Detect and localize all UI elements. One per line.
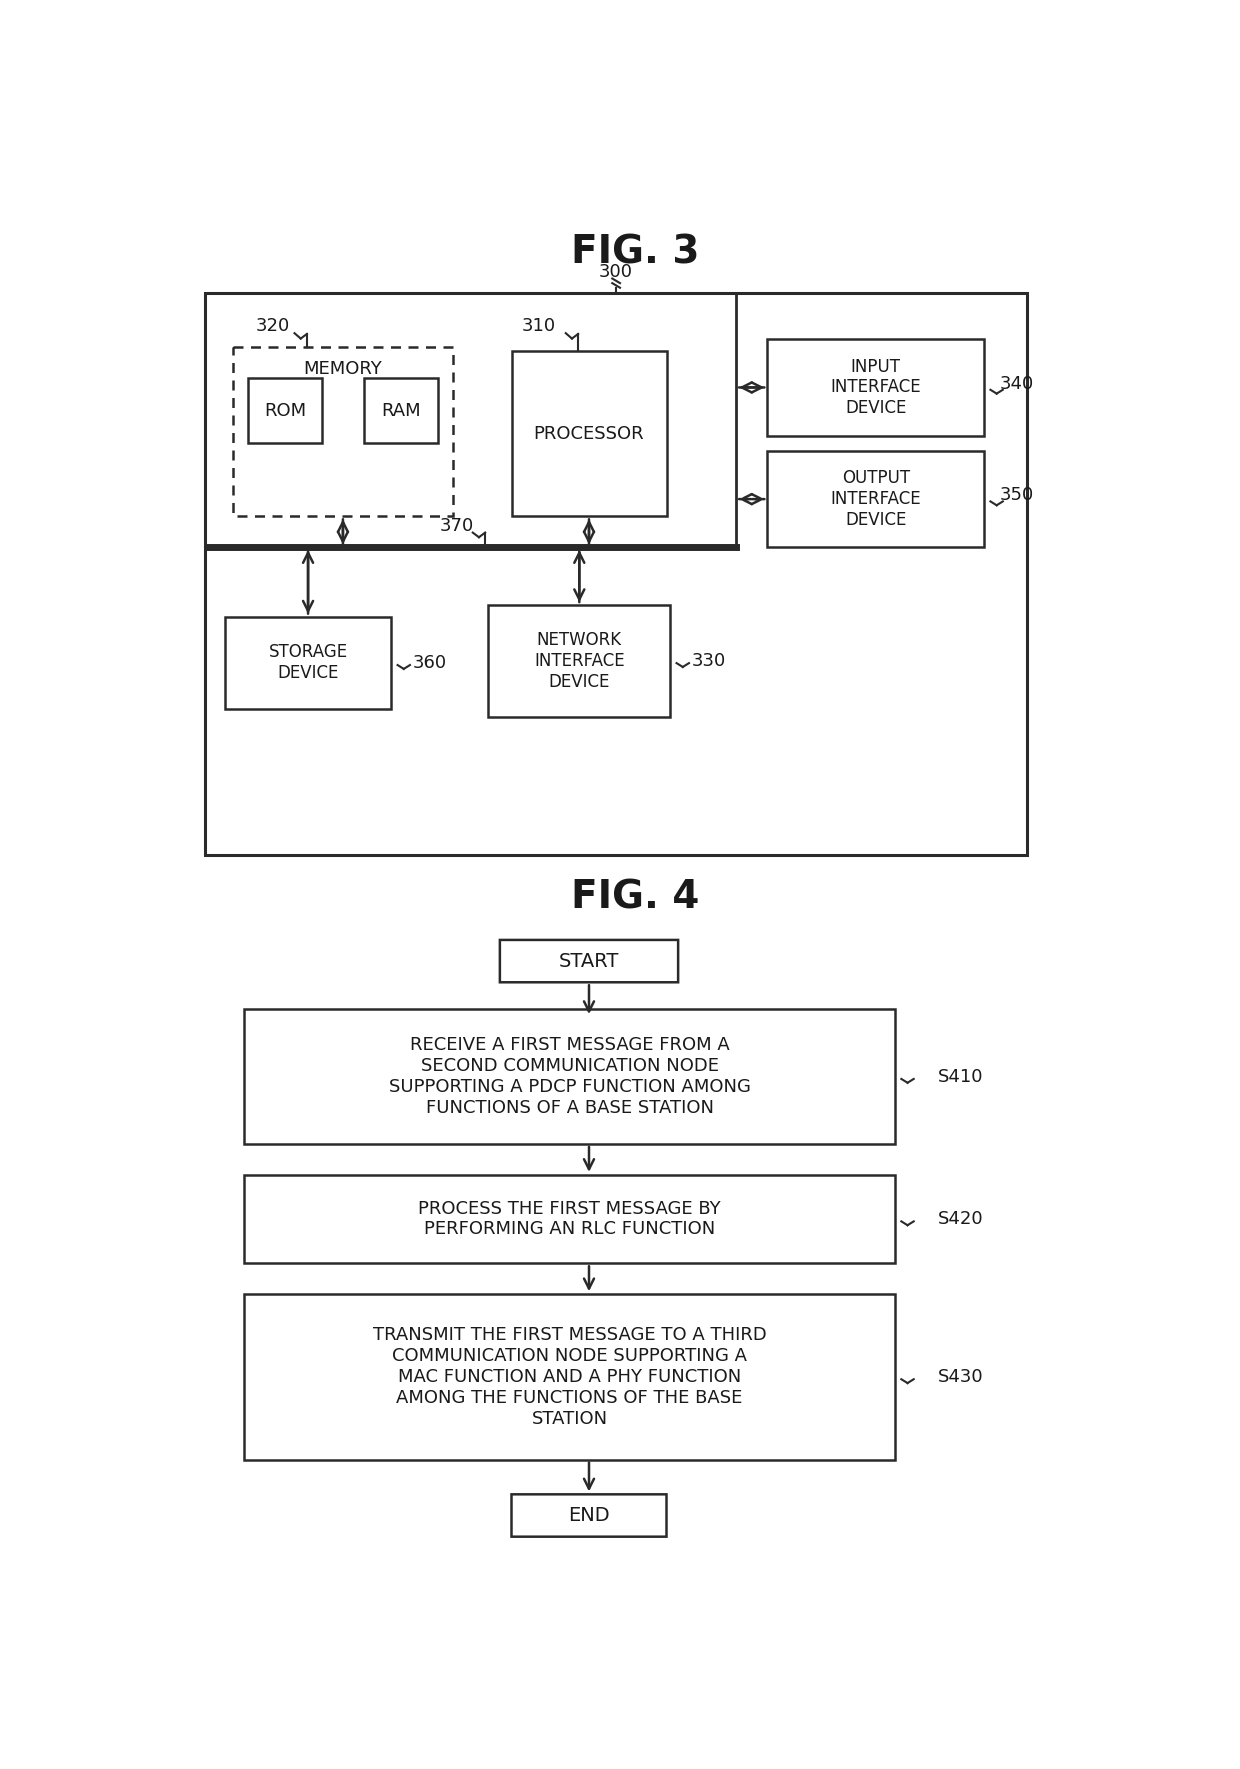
Text: 300: 300 (599, 264, 634, 281)
Text: 360: 360 (413, 655, 448, 672)
Text: OUTPUT
INTERFACE
DEVICE: OUTPUT INTERFACE DEVICE (831, 469, 921, 529)
Text: 370: 370 (440, 518, 475, 536)
Text: 330: 330 (692, 651, 727, 670)
Bar (511, 350, 667, 517)
Text: ROM: ROM (264, 402, 306, 419)
Bar (233, 347, 454, 517)
Text: PROCESSOR: PROCESSOR (533, 425, 645, 442)
Text: FIG. 3: FIG. 3 (572, 234, 699, 271)
Bar (224, 617, 392, 709)
Bar (206, 294, 1027, 854)
Bar (244, 1295, 895, 1459)
Bar (248, 379, 321, 444)
Bar (244, 1010, 895, 1145)
Text: PROCESS THE FIRST MESSAGE BY
PERFORMING AN RLC FUNCTION: PROCESS THE FIRST MESSAGE BY PERFORMING … (418, 1199, 720, 1238)
FancyBboxPatch shape (500, 939, 678, 982)
Text: END: END (568, 1505, 610, 1525)
Text: RAM: RAM (381, 402, 420, 419)
Text: S430: S430 (937, 1367, 983, 1385)
Text: TRANSMIT THE FIRST MESSAGE TO A THIRD
COMMUNICATION NODE SUPPORTING A
MAC FUNCTI: TRANSMIT THE FIRST MESSAGE TO A THIRD CO… (373, 1327, 766, 1428)
Text: 320: 320 (255, 317, 290, 336)
Text: STORAGE
DEVICE: STORAGE DEVICE (269, 644, 347, 683)
Text: START: START (559, 952, 619, 971)
Text: RECEIVE A FIRST MESSAGE FROM A
SECOND COMMUNICATION NODE
SUPPORTING A PDCP FUNCT: RECEIVE A FIRST MESSAGE FROM A SECOND CO… (388, 1037, 750, 1116)
Text: 310: 310 (522, 317, 556, 336)
Text: FIG. 4: FIG. 4 (572, 879, 699, 916)
Text: S420: S420 (937, 1210, 983, 1228)
Bar (489, 605, 671, 716)
Text: MEMORY: MEMORY (304, 359, 382, 377)
Text: S410: S410 (937, 1068, 983, 1086)
Text: NETWORK
INTERFACE
DEVICE: NETWORK INTERFACE DEVICE (534, 632, 625, 690)
Text: 340: 340 (999, 375, 1034, 393)
Bar (365, 379, 438, 444)
Bar (768, 340, 985, 435)
Text: 350: 350 (999, 486, 1034, 504)
Text: INPUT
INTERFACE
DEVICE: INPUT INTERFACE DEVICE (831, 357, 921, 417)
Bar (244, 1175, 895, 1263)
FancyBboxPatch shape (511, 1495, 667, 1537)
Bar (768, 451, 985, 547)
